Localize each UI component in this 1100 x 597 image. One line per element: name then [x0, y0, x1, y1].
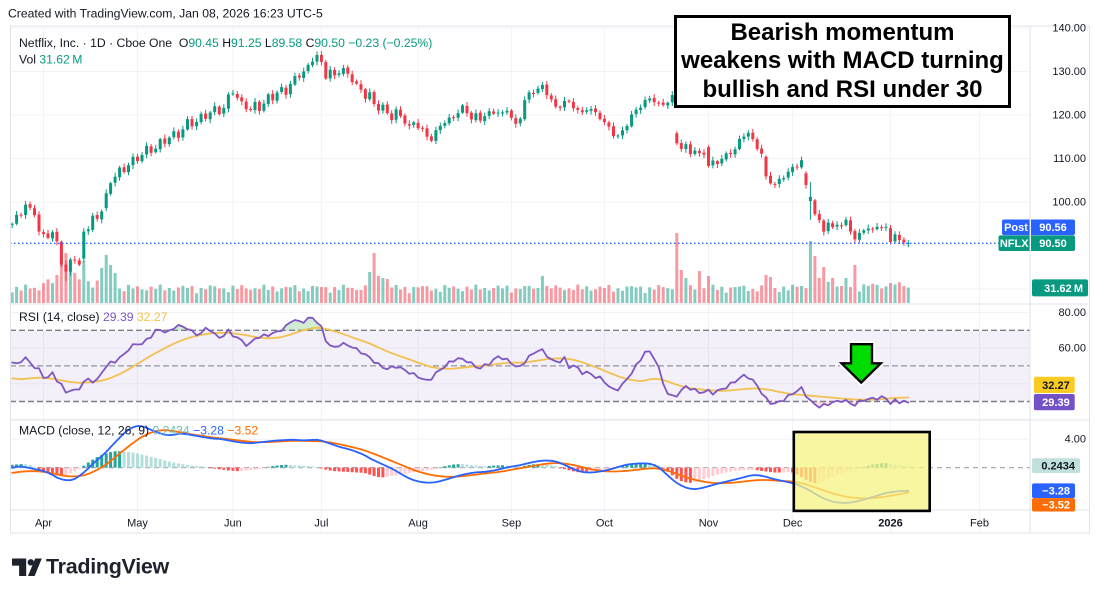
svg-text:32.27: 32.27: [1042, 380, 1070, 392]
svg-text:Oct: Oct: [596, 517, 613, 529]
svg-text:90.50: 90.50: [1039, 238, 1067, 250]
svg-text:−3.28: −3.28: [1042, 486, 1070, 498]
svg-text:31.62 M: 31.62 M: [1044, 283, 1083, 295]
svg-text:NFLX: NFLX: [1000, 238, 1029, 250]
svg-text:TradingView: TradingView: [46, 555, 170, 579]
svg-text:Jul: Jul: [314, 517, 328, 529]
svg-text:130.00: 130.00: [1052, 66, 1086, 78]
svg-text:80.00: 80.00: [1058, 307, 1086, 319]
svg-text:140.00: 140.00: [1052, 22, 1086, 34]
svg-text:Vol 31.62 M: Vol 31.62 M: [19, 53, 82, 67]
svg-text:90.56: 90.56: [1039, 222, 1067, 234]
svg-text:Nov: Nov: [699, 517, 719, 529]
svg-text:60.00: 60.00: [1058, 343, 1086, 355]
svg-text:4.00: 4.00: [1065, 434, 1086, 446]
svg-text:0.2434: 0.2434: [1041, 461, 1076, 473]
svg-text:Post: Post: [1004, 222, 1028, 234]
svg-text:Dec: Dec: [783, 517, 803, 529]
svg-text:Created with TradingView.com,: Created with TradingView.com, Jan 08, 20…: [8, 7, 323, 21]
svg-text:Netflix, Inc. · 1D · Cboe One: Netflix, Inc. · 1D · Cboe One O90.45 H91…: [19, 36, 432, 50]
svg-text:2026: 2026: [878, 517, 902, 529]
svg-text:120.00: 120.00: [1052, 109, 1086, 121]
svg-text:−3.52: −3.52: [1042, 500, 1070, 512]
svg-text:Jun: Jun: [224, 517, 242, 529]
svg-text:RSI (14, close) 29.39 32.27: RSI (14, close) 29.39 32.27: [19, 310, 168, 324]
svg-text:Feb: Feb: [970, 517, 989, 529]
svg-text:Sep: Sep: [502, 517, 522, 529]
svg-text:Apr: Apr: [35, 517, 52, 529]
svg-text:Aug: Aug: [408, 517, 428, 529]
svg-text:29.39: 29.39: [1042, 397, 1070, 409]
svg-text:MACD (close, 12, 26, 9) 0.2434: MACD (close, 12, 26, 9) 0.2434 −3.28 −3.…: [19, 424, 258, 438]
svg-text:110.00: 110.00: [1053, 153, 1086, 165]
svg-text:100.00: 100.00: [1052, 196, 1086, 208]
svg-text:May: May: [127, 517, 148, 529]
